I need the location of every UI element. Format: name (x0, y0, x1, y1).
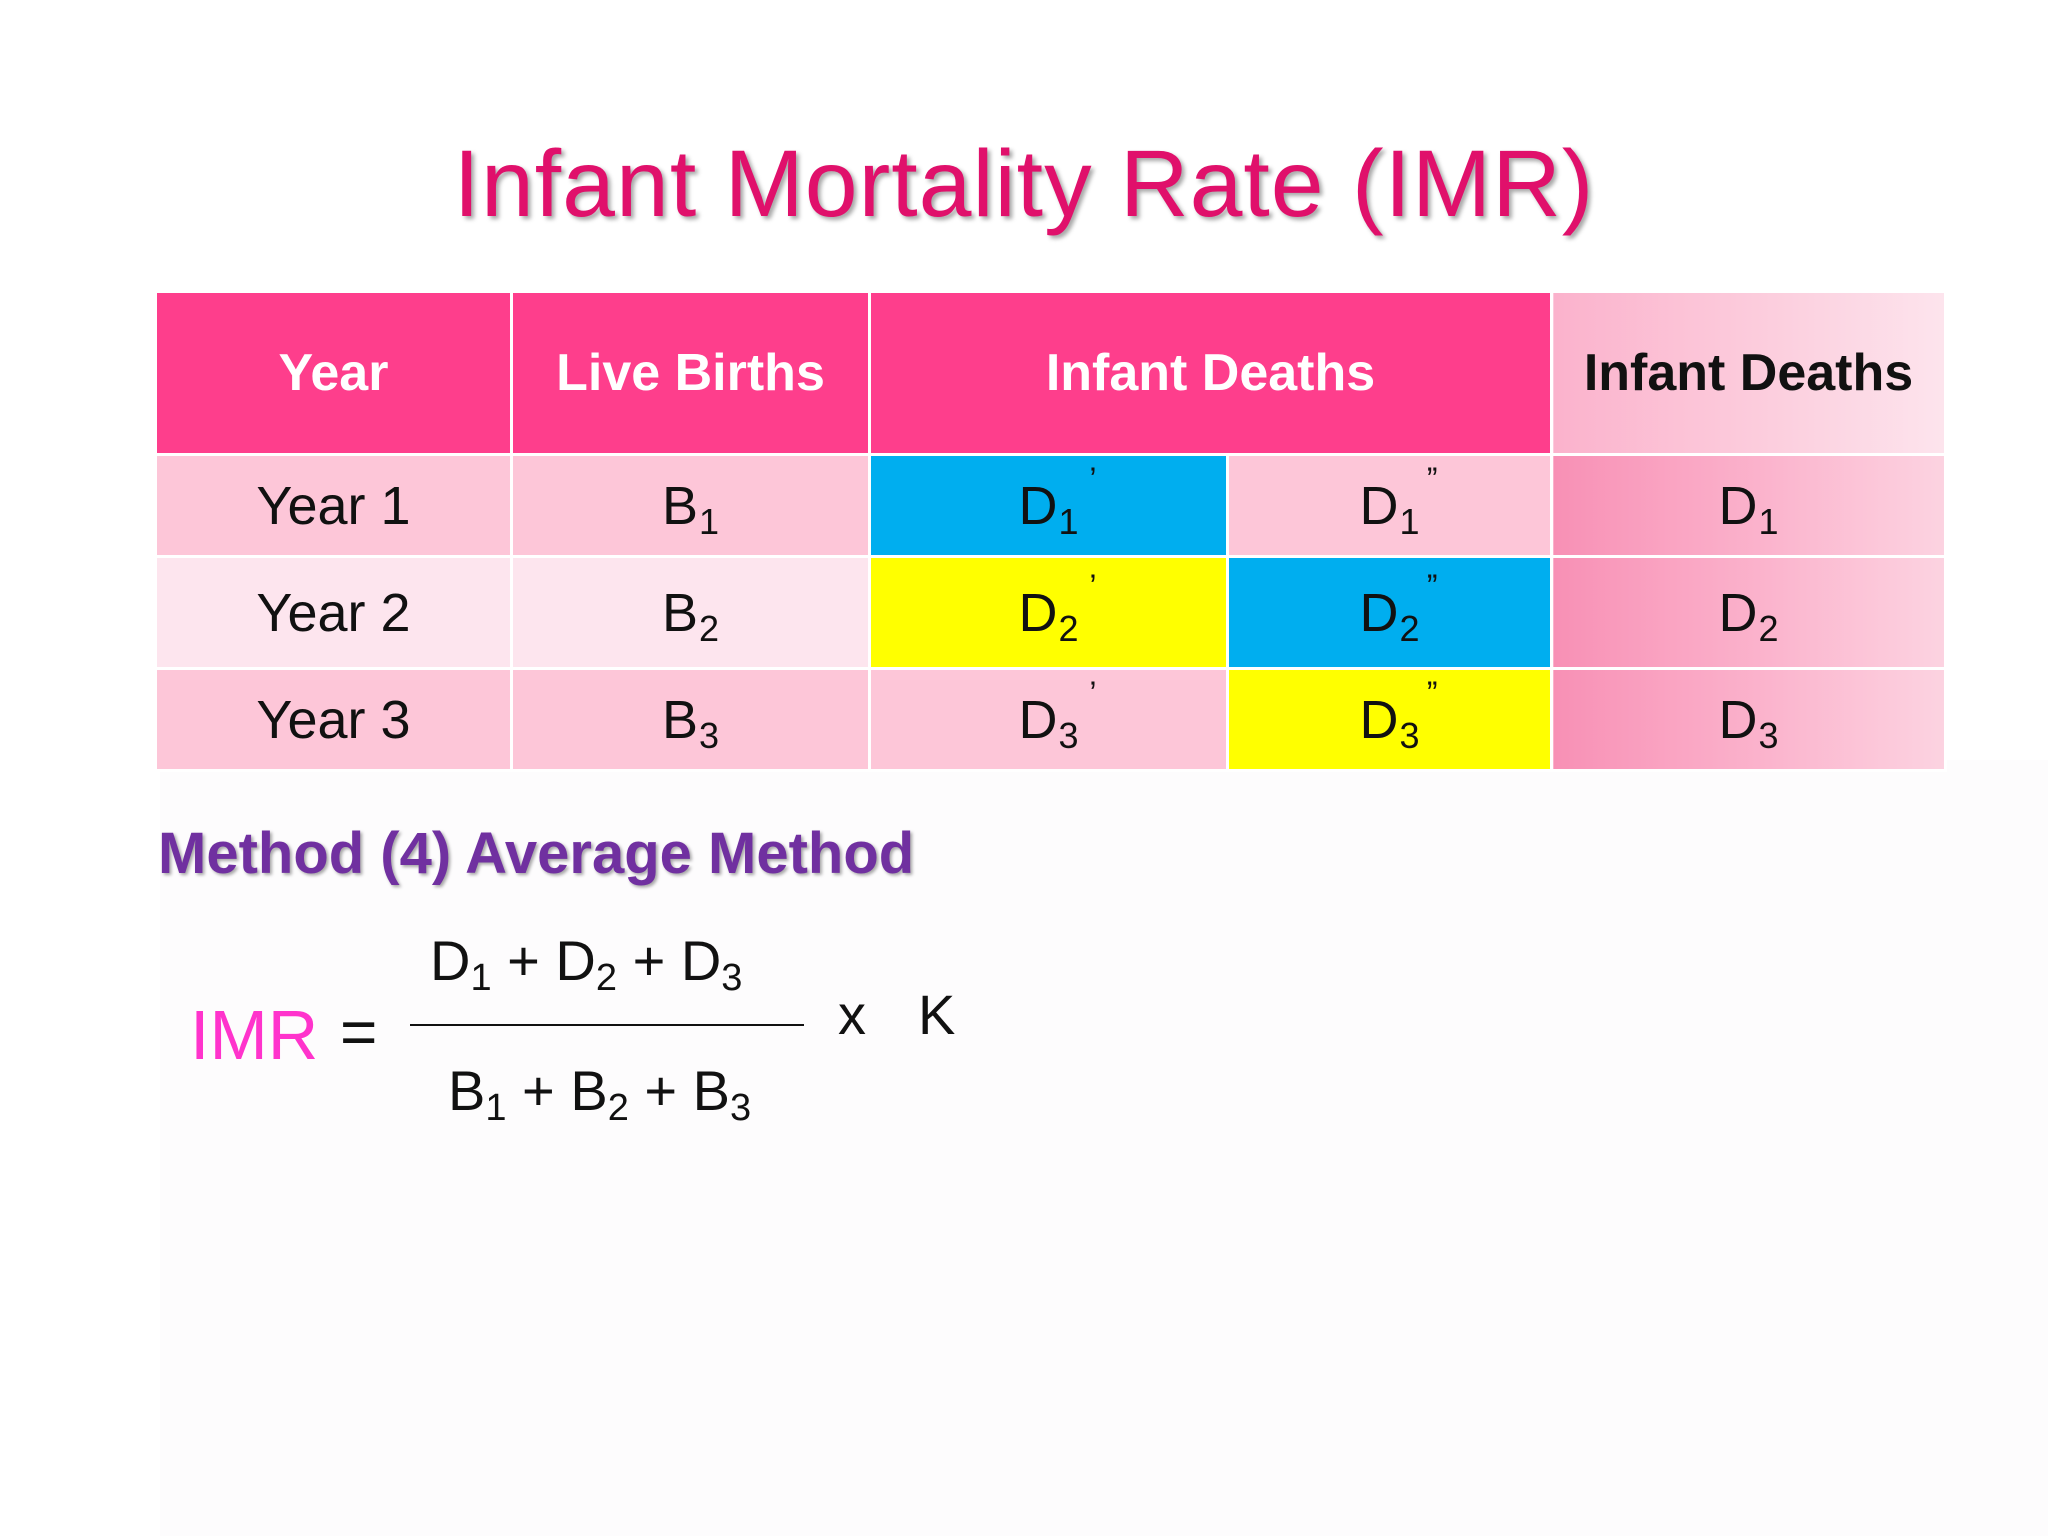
imr-formula: IMR = D1 + D2 + D3 B1 + B2 + B3 x K (190, 920, 990, 1150)
method-heading: Method (4) Average Method (158, 821, 915, 886)
formula-lhs: IMR (190, 996, 319, 1074)
imr-table: Year Live Births Infant Deaths Infant De… (154, 290, 1947, 772)
header-year: Year (154, 290, 513, 456)
table-row: Year 1 B1 D1’ D1” D1 (154, 453, 1947, 558)
deaths-total-cell: D2 (1550, 555, 1947, 670)
formula-numerator: D1 + D2 + D3 (430, 929, 743, 999)
deaths-prime-cell: D1’ (868, 453, 1229, 558)
header-live-births: Live Births (510, 290, 871, 456)
year-cell: Year 1 (154, 453, 513, 558)
deaths-total-cell: D3 (1550, 667, 1947, 772)
deaths-prime-cell: D3’ (868, 667, 1229, 772)
deaths-prime-cell: D2’ (868, 555, 1229, 670)
formula-times: x (838, 983, 866, 1046)
deaths-total-cell: D1 (1550, 453, 1947, 558)
formula-equals: = (340, 996, 378, 1068)
births-cell: B2 (510, 555, 871, 670)
formula-constant: K (918, 983, 956, 1046)
table-row: Year 3 B3 D3’ D3” D3 (154, 667, 1947, 772)
deaths-double-prime-cell: D2” (1226, 555, 1553, 670)
formula-denominator: B1 + B2 + B3 (448, 1059, 752, 1129)
slide-title: Infant Mortality Rate (IMR) (453, 131, 1595, 237)
table-row: Year 2 B2 D2’ D2” D2 (154, 555, 1947, 670)
year-cell: Year 2 (154, 555, 513, 670)
births-cell: B1 (510, 453, 871, 558)
births-cell: B3 (510, 667, 871, 772)
header-infant-deaths-split: Infant Deaths (868, 290, 1553, 456)
background-panel (160, 760, 2048, 1536)
deaths-double-prime-cell: D3” (1226, 667, 1553, 772)
year-cell: Year 3 (154, 667, 513, 772)
deaths-double-prime-cell: D1” (1226, 453, 1553, 558)
fraction-bar (410, 1024, 804, 1026)
header-infant-deaths-total: Infant Deaths (1550, 290, 1947, 456)
table-header-row: Year Live Births Infant Deaths Infant De… (154, 290, 1947, 456)
